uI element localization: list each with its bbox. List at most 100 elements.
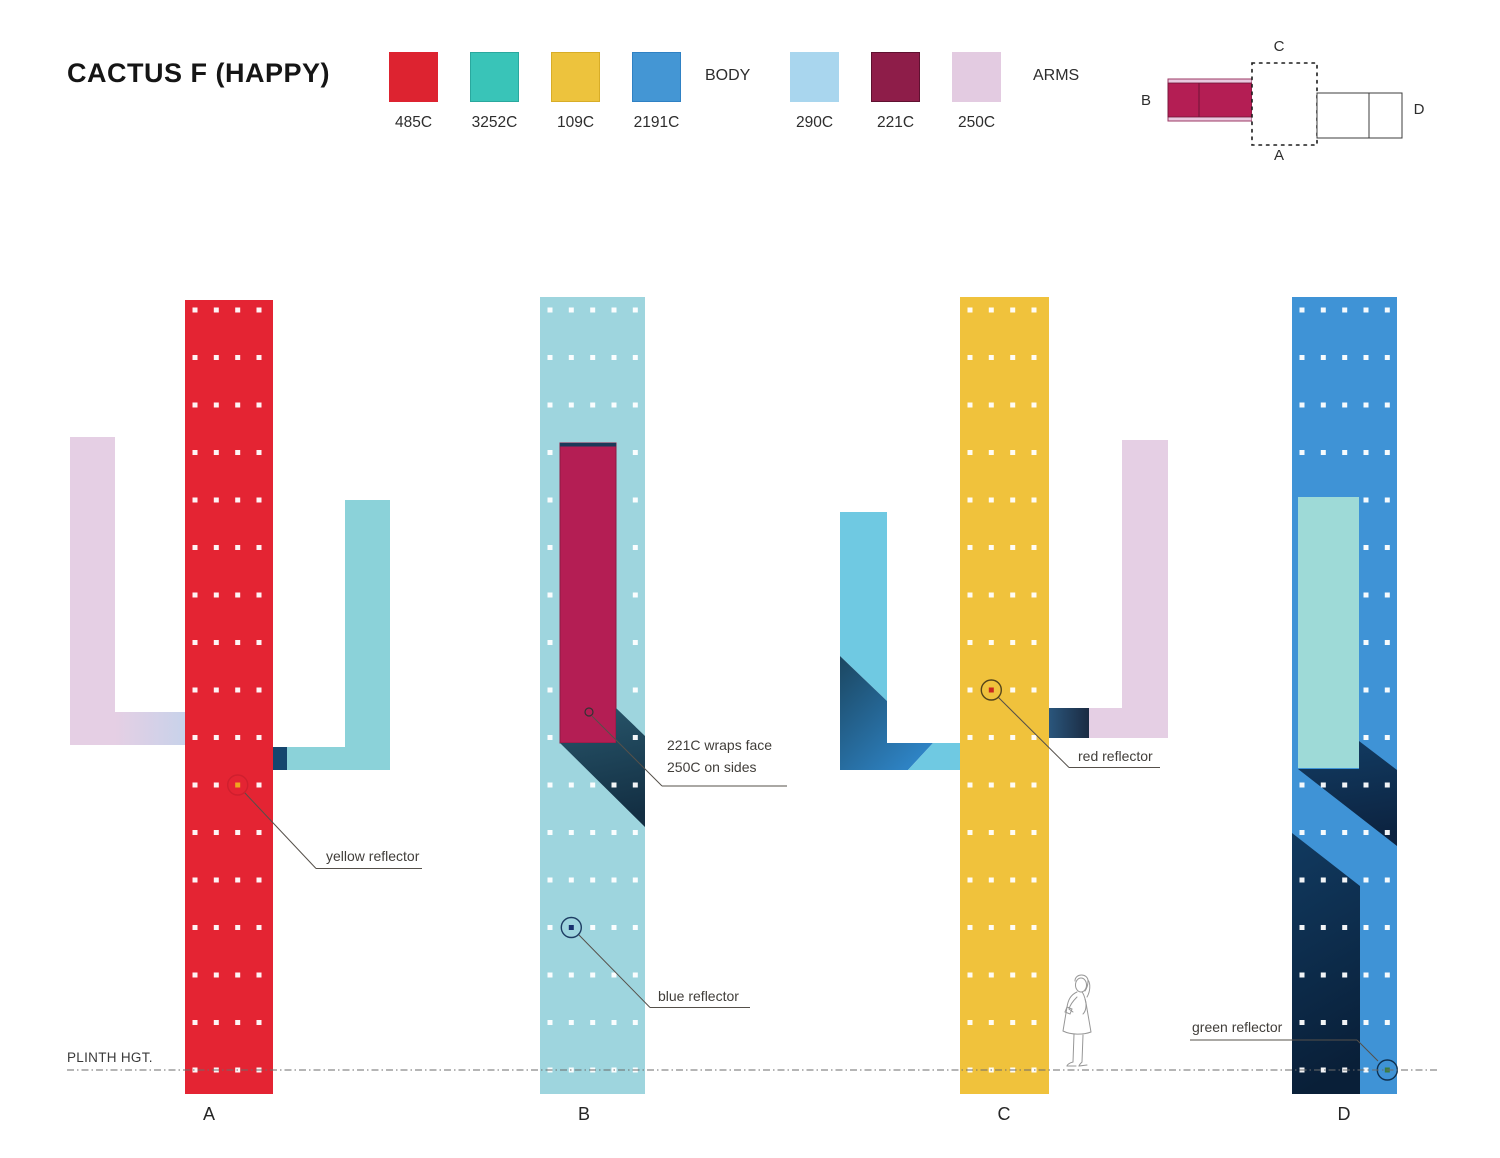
rivet-dot (1342, 402, 1348, 408)
arm-right-pink-horizontal (1089, 708, 1168, 738)
rivet-dot (192, 355, 198, 360)
rivet-dot (1363, 925, 1369, 930)
arm-right-navy-connector (273, 747, 287, 770)
rivet-dot (988, 782, 994, 788)
rivet-dot (1031, 545, 1037, 550)
rivet-dot (1320, 307, 1326, 313)
rivet-dot (192, 830, 198, 835)
rivet-dot (590, 830, 596, 835)
rivet-dot (547, 735, 553, 740)
rivet-dot (632, 402, 638, 408)
rivet-dot (590, 925, 596, 930)
rivet-dot (1010, 1020, 1016, 1025)
rivet-dot (988, 925, 994, 930)
rivet-dot (590, 782, 596, 788)
rivet-dot (256, 307, 262, 313)
rivet-dot (547, 925, 553, 930)
person-sketch-stroke (1074, 974, 1089, 992)
rivet-dot (1363, 972, 1369, 978)
arms-group-label: ARMS (1033, 67, 1080, 84)
cactus-d-letter: D (1337, 1104, 1351, 1124)
rivet-dot (1010, 497, 1016, 503)
rivet-dot (547, 497, 553, 503)
reflector-leader-line (1356, 1039, 1379, 1062)
rivet-dot (988, 592, 994, 598)
rivet-dot (547, 640, 553, 645)
rivet-dot (1363, 830, 1369, 835)
rivet-dot (1010, 402, 1016, 408)
rivet-dot (1010, 830, 1016, 835)
rivet-dot (547, 782, 553, 788)
rivet-dot (213, 877, 219, 883)
rivet-dot (988, 830, 994, 835)
rivet-dot (1010, 545, 1016, 550)
rivet-dot (256, 1020, 262, 1025)
rivet-dot (256, 640, 262, 645)
rivet-dot (213, 402, 219, 408)
rivet-dot (1363, 1067, 1369, 1073)
swatch-code: 485C (394, 114, 433, 131)
rivet-dot (611, 782, 617, 788)
rivet-dot (632, 687, 638, 693)
rivet-dot (1010, 782, 1016, 788)
rivet-dot (235, 830, 241, 835)
rivet-dot (213, 307, 219, 313)
swatch-code: 221C (876, 114, 915, 131)
rivet-dot (1342, 1020, 1348, 1025)
rivet-dot (967, 450, 973, 455)
rivet-dot (1384, 972, 1390, 978)
rivet-dot (988, 450, 994, 455)
reflector-ring (560, 916, 582, 939)
rivet-dot (213, 592, 219, 598)
note-marker-circle (584, 707, 594, 717)
person-sketch-stroke (1062, 991, 1092, 1035)
rivet-dot (213, 497, 219, 503)
swatch-code: 250C (957, 114, 996, 131)
plan-arm-b-inner (1167, 82, 1253, 118)
rivet-dot (1384, 592, 1390, 598)
rivet-dot (568, 972, 574, 978)
rivet-dot (256, 972, 262, 978)
green-reflector-label: green reflector (1192, 1019, 1283, 1035)
rivet-dot (1320, 402, 1326, 408)
rivet-dot (192, 782, 198, 788)
rivet-dot (590, 877, 596, 883)
rivet-dot (547, 355, 553, 360)
rivet-dot (1031, 640, 1037, 645)
rivet-dot (1031, 877, 1037, 883)
rivet-dot (1384, 640, 1390, 645)
plan-diagram (1167, 62, 1403, 146)
rivet-dot (192, 925, 198, 930)
rivet-dot (1299, 972, 1305, 978)
note-leader-line (591, 715, 663, 787)
rivet-dot (967, 1020, 973, 1025)
rivet-dot (1010, 592, 1016, 598)
rivet-dot (1363, 877, 1369, 883)
rivet-dot (611, 402, 617, 408)
rivet-dot (1320, 450, 1326, 455)
rivet-dot (256, 497, 262, 503)
rivet-dot (568, 877, 574, 883)
cactus-B (540, 297, 787, 1094)
person-figure (1062, 974, 1092, 1067)
rivet-dot (590, 972, 596, 978)
rivet-dot (1363, 640, 1369, 645)
swatch-485C: 485C (389, 52, 438, 132)
inset-cyan-panel (1298, 497, 1359, 768)
rivet-dot (1363, 735, 1369, 740)
reflector-leader-line (243, 791, 317, 869)
rivet-dot (1010, 925, 1016, 930)
rivet-dot (192, 402, 198, 408)
swatch-color-box (871, 52, 920, 102)
rivet-dot (967, 830, 973, 835)
rivet-dot (1363, 307, 1369, 313)
rivet-dot (1363, 402, 1369, 408)
rivet-dot (235, 450, 241, 455)
reflector-ring (226, 774, 249, 796)
arm-left-cyan-vertical (840, 512, 887, 701)
swatch-color-box (470, 52, 519, 102)
rivet-dot (192, 1020, 198, 1025)
swatch-color-box (632, 52, 681, 102)
rivet-dot (192, 592, 198, 598)
